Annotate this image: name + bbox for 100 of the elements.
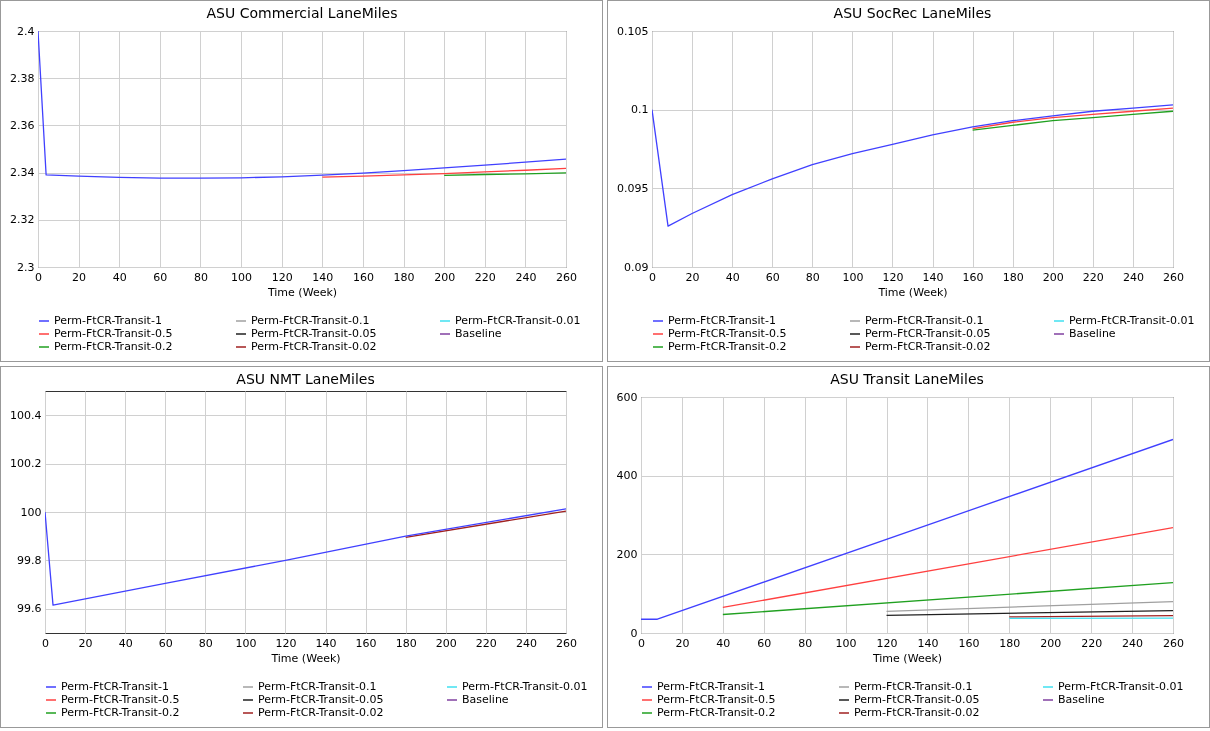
x-tick-label: 220 [475, 636, 497, 650]
legend-label: Perm-FtCR-Transit-1 [54, 314, 162, 327]
legend-label: Perm-FtCR-Transit-0.5 [668, 327, 787, 340]
x-tick-label: 140 [312, 270, 334, 284]
legend-label: Perm-FtCR-Transit-0.2 [657, 706, 776, 719]
x-tick-label: 220 [1081, 636, 1103, 650]
y-tick-label: 0.09 [624, 260, 649, 274]
line-series [45, 508, 566, 606]
x-tick-label: 60 [153, 270, 168, 284]
x-tick-label: 160 [962, 270, 984, 284]
legend-label: Perm-FtCR-Transit-0.1 [251, 314, 370, 327]
x-tick-label: 140 [315, 636, 337, 650]
legend-label: Perm-FtCR-Transit-0.5 [61, 693, 180, 706]
x-tick-label: 200 [1040, 636, 1062, 650]
x-axis-title: Time (Week) [270, 651, 341, 665]
x-tick-label: 260 [1163, 636, 1184, 650]
x-tick-label: 60 [757, 636, 772, 650]
y-tick-label: 2.4 [17, 24, 35, 38]
x-tick-label: 100 [835, 636, 857, 650]
legend-label: Perm-FtCR-Transit-0.01 [1058, 680, 1184, 693]
x-tick-label: 200 [434, 270, 456, 284]
x-tick-label: 240 [515, 270, 537, 284]
x-tick-label: 220 [474, 270, 496, 284]
x-tick-label: 20 [78, 636, 93, 650]
legend-label: Perm-FtCR-Transit-1 [61, 680, 169, 693]
x-tick-label: 160 [355, 636, 377, 650]
legend-label: Perm-FtCR-Transit-0.02 [854, 706, 980, 719]
x-axis-title: Time (Week) [266, 285, 338, 299]
x-tick-label: 240 [1122, 636, 1144, 650]
legend-label: Perm-FtCR-Transit-1 [668, 314, 776, 327]
x-tick-label: 200 [1042, 270, 1064, 284]
y-tick-label: 600 [616, 390, 638, 404]
legend-label: Perm-FtCR-Transit-0.5 [657, 693, 776, 706]
x-tick-label: 20 [685, 270, 700, 284]
x-tick-label: 180 [395, 636, 417, 650]
x-tick-label: 100 [235, 636, 257, 650]
x-tick-label: 120 [882, 270, 904, 284]
y-tick-label: 0.105 [617, 24, 649, 38]
x-tick-label: 120 [271, 270, 293, 284]
x-tick-label: 40 [118, 636, 133, 650]
legend-label: Perm-FtCR-Transit-0.2 [61, 706, 180, 719]
legend-label: Perm-FtCR-Transit-0.01 [455, 314, 581, 327]
legend-label: Perm-FtCR-Transit-0.05 [854, 693, 980, 706]
x-tick-label: 200 [435, 636, 457, 650]
x-tick-label: 40 [112, 270, 127, 284]
x-tick-label: 180 [999, 636, 1021, 650]
x-tick-label: 260 [1163, 270, 1184, 284]
x-tick-label: 40 [716, 636, 731, 650]
line-series [321, 167, 566, 178]
x-tick-label: 120 [876, 636, 898, 650]
chart-title: ASU Commercial LaneMiles [206, 5, 398, 21]
legend-label: Perm-FtCR-Transit-0.05 [865, 327, 991, 340]
x-tick-label: 240 [515, 636, 537, 650]
legend-label: Perm-FtCR-Transit-0.02 [251, 340, 377, 353]
legend-label: Perm-FtCR-Transit-0.1 [258, 680, 377, 693]
y-tick-label: 100 [20, 505, 42, 519]
y-tick-label: 0.1 [631, 103, 649, 117]
legend-label: Baseline [1069, 327, 1116, 340]
legend-label: Perm-FtCR-Transit-0.1 [854, 680, 973, 693]
legend-label: Baseline [455, 327, 502, 340]
legend-label: Perm-FtCR-Transit-0.5 [54, 327, 173, 340]
x-tick-label: 80 [193, 270, 208, 284]
x-tick-label: 20 [72, 270, 87, 284]
legend-label: Baseline [1058, 693, 1105, 706]
y-tick-label: 99.6 [17, 602, 42, 616]
x-tick-label: 80 [798, 636, 813, 650]
x-tick-label: 80 [805, 270, 820, 284]
y-tick-label: 2.3 [17, 260, 35, 274]
y-tick-label: 0 [630, 626, 638, 640]
chart-title: ASU NMT LaneMiles [236, 371, 375, 387]
x-tick-label: 20 [675, 636, 690, 650]
x-tick-label: 140 [917, 636, 939, 650]
legend-label: Perm-FtCR-Transit-0.2 [54, 340, 173, 353]
legend-label: Baseline [462, 693, 509, 706]
legend-label: Perm-FtCR-Transit-0.1 [865, 314, 984, 327]
x-tick-label: 260 [556, 270, 577, 284]
x-tick-label: 100 [842, 270, 864, 284]
legend-label: Perm-FtCR-Transit-0.02 [258, 706, 384, 719]
y-tick-label: 0.095 [617, 181, 649, 195]
x-tick-label: 240 [1122, 270, 1144, 284]
x-tick-label: 80 [198, 636, 213, 650]
x-tick-label: 160 [958, 636, 980, 650]
line-series [652, 104, 1173, 227]
legend-label: Perm-FtCR-Transit-0.05 [251, 327, 377, 340]
x-axis-title: Time (Week) [871, 651, 943, 665]
x-tick-label: 40 [725, 270, 740, 284]
x-tick-label: 260 [556, 636, 577, 650]
x-tick-label: 60 [158, 636, 173, 650]
y-tick-label: 2.36 [10, 118, 35, 132]
y-tick-label: 100.2 [10, 457, 42, 471]
legend-label: Perm-FtCR-Transit-0.02 [865, 340, 991, 353]
x-tick-label: 180 [393, 270, 415, 284]
x-tick-label: 120 [275, 636, 297, 650]
x-tick-label: 60 [765, 270, 780, 284]
x-tick-label: 160 [352, 270, 374, 284]
x-axis-title: Time (Week) [877, 285, 948, 299]
y-tick-label: 100.4 [10, 408, 42, 422]
legend-label: Perm-FtCR-Transit-0.05 [258, 693, 384, 706]
x-tick-label: 140 [922, 270, 944, 284]
x-tick-label: 220 [1082, 270, 1104, 284]
